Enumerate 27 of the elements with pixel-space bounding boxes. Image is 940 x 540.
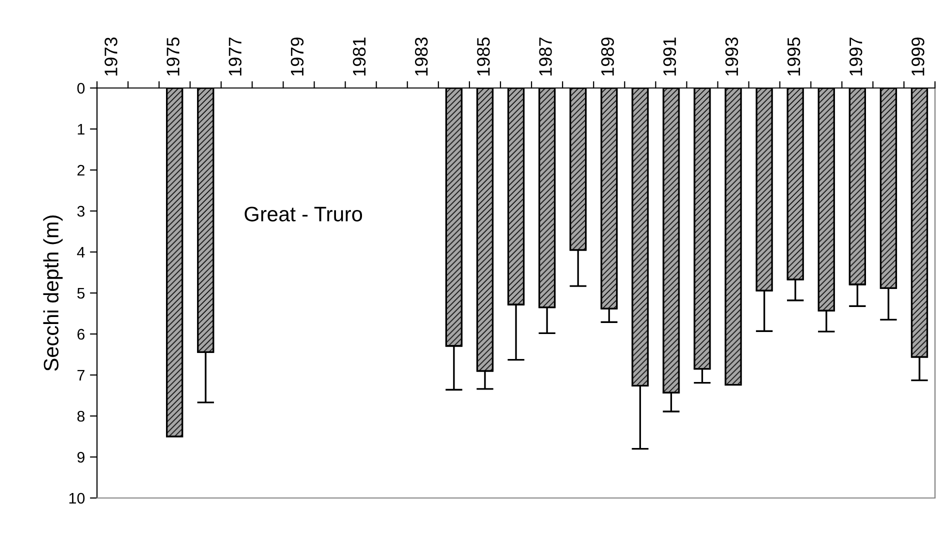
x-tick-label: 1973 [104,38,118,76]
x-tick-label: 1983 [414,38,428,76]
y-tick-label: 5 [77,288,85,299]
x-tick-label: 1985 [477,37,490,76]
y-tick-label: 4 [77,247,85,258]
x-tick-label: 1977 [228,38,242,76]
y-axis-title: Secchi depth (m) [43,216,63,371]
x-tick-label: 1989 [601,38,614,76]
x-tick-label: 1975 [166,37,180,76]
x-tick-label: 1999 [912,38,924,76]
x-tick-label: 1979 [290,38,304,76]
x-tick-label: 1987 [539,38,552,76]
y-tick-label: 1 [78,124,84,135]
x-tick-label: 1997 [849,38,862,76]
y-tick-label: 6 [77,328,85,340]
x-tick-label: 1981 [352,38,366,76]
y-tick-label: 0 [77,82,85,94]
y-tick-label: 7 [77,370,84,381]
x-tick-label: 1995 [787,37,800,76]
y-tick-label: 3 [77,206,85,217]
x-tick-label: 1993 [725,38,738,76]
annotation: Great - Truro [244,206,362,222]
y-tick-label: 9 [77,452,84,463]
y-tick-label: 2 [77,164,84,176]
x-tick-label: 1991 [663,38,676,76]
y-tick-label: 8 [77,410,85,422]
y-tick-label: 10 [69,492,85,504]
